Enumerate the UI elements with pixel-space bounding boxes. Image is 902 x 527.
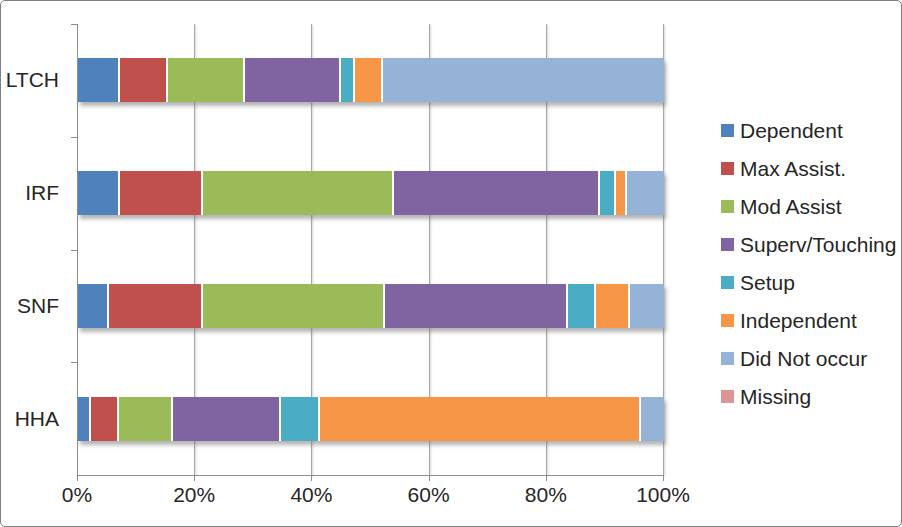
y-axis-tick xyxy=(71,137,77,138)
bar-segment-independent xyxy=(318,397,639,441)
legend-item-independent: Independent xyxy=(721,308,896,333)
bar-segment-max-assist- xyxy=(107,284,201,328)
bar-irf xyxy=(78,171,664,215)
bar-segment-did-not-occur xyxy=(639,397,664,441)
bar-segment-dependent xyxy=(78,171,118,215)
bar-segment-dependent xyxy=(78,284,107,328)
legend-swatch-icon xyxy=(721,276,734,289)
bar-hha xyxy=(78,397,664,441)
bar-segment-did-not-occur xyxy=(381,58,664,102)
bar-segment-dependent xyxy=(78,58,118,102)
legend-item-mod-assist: Mod Assist xyxy=(721,194,896,219)
legend-swatch-icon xyxy=(721,352,734,365)
legend-item-label: Did Not occur xyxy=(740,346,867,371)
legend-swatch-icon xyxy=(721,238,734,251)
bar-segment-superv-touching xyxy=(392,171,598,215)
legend-item-label: Independent xyxy=(740,308,857,333)
stacked-bar-chart: LTCH IRF SNF HHA 0% 20% 40% 60% 80% 100% Depende… xyxy=(0,0,902,527)
y-axis-tick xyxy=(71,362,77,363)
x-axis-tick-label: 80% xyxy=(525,483,567,507)
y-axis-tick xyxy=(71,250,77,251)
legend-item-dependent: Dependent xyxy=(721,118,896,143)
x-axis-tick-80% xyxy=(546,476,547,481)
legend-item-max-assist-: Max Assist. xyxy=(721,156,896,181)
legend-item-missing: Missing xyxy=(721,384,896,409)
legend-item-label: Mod Assist xyxy=(740,194,842,219)
bar-segment-did-not-occur xyxy=(625,171,664,215)
y-axis-category-label-snf: SNF xyxy=(1,294,59,318)
legend-item-label: Max Assist. xyxy=(740,156,846,181)
legend-swatch-icon xyxy=(721,162,734,175)
bar-segment-dependent xyxy=(78,397,89,441)
bar-segment-superv-touching xyxy=(383,284,566,328)
legend-swatch-icon xyxy=(721,390,734,403)
bar-segment-did-not-occur xyxy=(628,284,664,328)
legend-item-label: Superv/Touching xyxy=(740,232,896,257)
bar-segment-max-assist- xyxy=(89,397,117,441)
bar-segment-setup xyxy=(339,58,352,102)
bar-segment-setup xyxy=(598,171,614,215)
x-axis-tick-label: 20% xyxy=(173,483,215,507)
bar-segment-setup xyxy=(279,397,318,441)
legend-item-did-not-occur: Did Not occur xyxy=(721,346,896,371)
bar-segment-mod-assist xyxy=(201,171,392,215)
y-axis-category-label-irf: IRF xyxy=(1,181,59,205)
x-axis-tick-100% xyxy=(663,476,664,481)
x-axis-tick-label: 0% xyxy=(62,483,92,507)
legend-item-label: Missing xyxy=(740,384,811,409)
chart-legend: Dependent Max Assist. Mod Assist Superv/Tou… xyxy=(721,118,896,422)
x-axis-tick-40% xyxy=(311,476,312,481)
legend-swatch-icon xyxy=(721,314,734,327)
x-axis-tick-label: 40% xyxy=(290,483,332,507)
legend-item-label: Setup xyxy=(740,270,795,295)
plot-area xyxy=(77,24,664,476)
bar-snf xyxy=(78,284,664,328)
y-axis-category-label-ltch: LTCH xyxy=(1,68,59,92)
x-axis-tick-60% xyxy=(429,476,430,481)
y-axis-tick xyxy=(71,24,77,25)
x-axis-tick-20% xyxy=(194,476,195,481)
bar-segment-max-assist- xyxy=(118,171,200,215)
bar-segment-mod-assist xyxy=(117,397,171,441)
legend-swatch-icon xyxy=(721,124,734,137)
bar-segment-independent xyxy=(594,284,628,328)
y-axis-category-label-hha: HHA xyxy=(1,407,59,431)
legend-swatch-icon xyxy=(721,200,734,213)
bar-segment-max-assist- xyxy=(118,58,166,102)
bar-segment-independent xyxy=(353,58,381,102)
x-axis-tick-label: 60% xyxy=(408,483,450,507)
bar-segment-independent xyxy=(614,171,625,215)
bar-segment-superv-touching xyxy=(171,397,279,441)
bar-ltch xyxy=(78,58,664,102)
bar-segment-setup xyxy=(566,284,594,328)
x-axis-tick-label: 100% xyxy=(636,483,690,507)
bar-segment-mod-assist xyxy=(201,284,384,328)
bar-segment-superv-touching xyxy=(243,58,340,102)
legend-item-superv-touching: Superv/Touching xyxy=(721,232,896,257)
legend-item-label: Dependent xyxy=(740,118,843,143)
legend-item-setup: Setup xyxy=(721,270,896,295)
bar-segment-mod-assist xyxy=(166,58,243,102)
x-axis-tick-0% xyxy=(77,476,78,481)
